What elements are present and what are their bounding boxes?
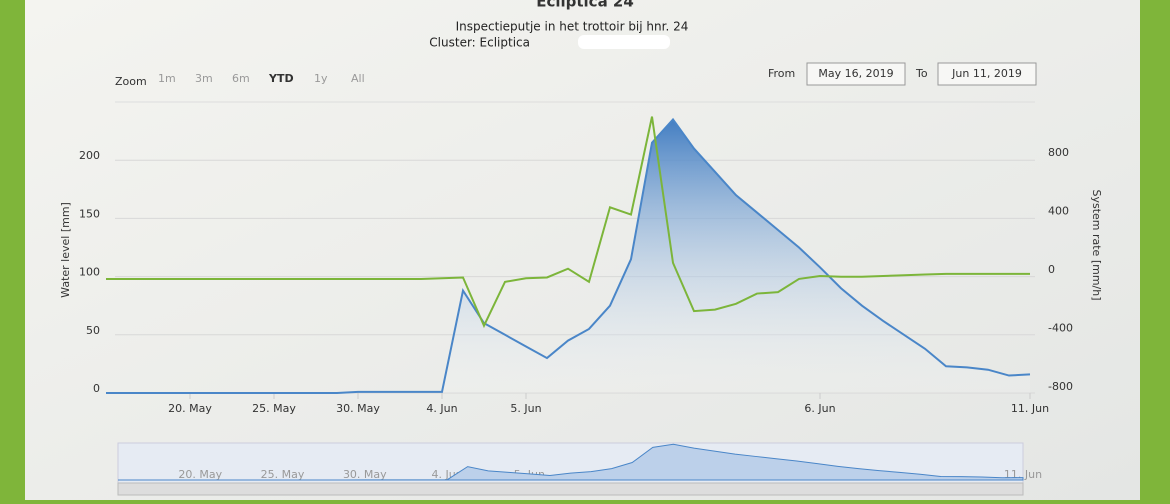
y-tick-label: 150	[79, 207, 100, 220]
y-tick-label: 0	[93, 382, 100, 395]
subtitle: Cluster: Ecliptica	[429, 36, 530, 50]
chart-title: Ecliptica 24	[536, 0, 634, 11]
zoom-button[interactable]: 1y	[314, 72, 328, 85]
rate-line	[106, 116, 1030, 329]
y2-axis-title: System rate [mm/h]	[1090, 189, 1103, 300]
nav-tick-label: 30. May	[343, 468, 387, 481]
scrollbar[interactable]	[117, 482, 1024, 496]
area	[106, 119, 1030, 394]
x-tick-label: 6. Jun	[804, 402, 835, 415]
x-tick-label: 30. May	[336, 402, 380, 415]
redaction	[578, 35, 670, 49]
zoom-label: Zoom	[115, 75, 147, 88]
y-axis-title: Water level [mm]	[59, 202, 72, 298]
y2-tick-label: -400	[1048, 322, 1073, 335]
nav-area	[118, 443, 1024, 481]
x-tick-label: 20. May	[168, 402, 212, 415]
y2-tick-label: -800	[1048, 380, 1073, 393]
x-tick-label: 11. Jun	[1011, 402, 1049, 415]
from-label: From	[768, 67, 795, 80]
to-value: Jun 11, 2019	[951, 67, 1022, 80]
from-input[interactable]	[806, 62, 906, 86]
subtitle: Inspectieputje in het trottoir bij hnr. …	[456, 20, 689, 34]
nav-tick-label: 20. May	[178, 468, 222, 481]
x-tick-label: 5. Jun	[510, 402, 541, 415]
x-tick-label: 4. Jun	[426, 402, 457, 415]
water-line	[106, 117, 1031, 394]
y-tick-label: 50	[86, 324, 100, 337]
zoom-button[interactable]: YTD	[268, 72, 294, 85]
y2-tick-label: 0	[1048, 263, 1055, 276]
y2-tick-label: 800	[1048, 146, 1069, 159]
nav-tick-label: 25. May	[261, 468, 305, 481]
to-label: To	[915, 67, 928, 80]
y-tick-label: 100	[79, 266, 100, 279]
x-tick-label: 25. May	[252, 402, 296, 415]
to-input[interactable]	[937, 62, 1037, 86]
y-tick-label: 200	[79, 149, 100, 162]
y2-tick-label: 400	[1048, 205, 1069, 218]
zoom-button[interactable]: 3m	[195, 72, 213, 85]
zoom-button[interactable]: 1m	[158, 72, 176, 85]
zoom-button[interactable]: All	[351, 72, 365, 85]
zoom-button[interactable]: 6m	[232, 72, 250, 85]
from-value: May 16, 2019	[818, 67, 893, 80]
